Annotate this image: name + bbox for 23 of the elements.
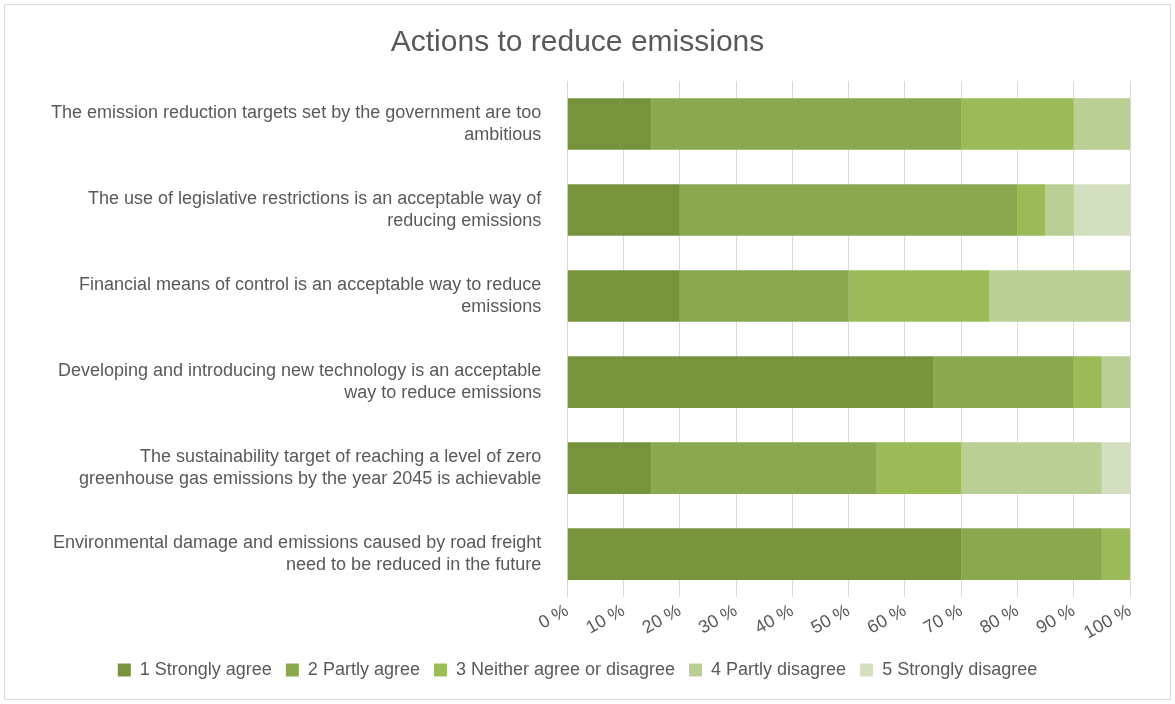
legend-label: 5 Strongly disagree bbox=[882, 658, 1038, 679]
x-tick-label: 10 % bbox=[582, 599, 628, 638]
x-tick-label: 90 % bbox=[1032, 599, 1079, 638]
legend-label: 1 Strongly agree bbox=[139, 658, 272, 679]
y-tick-label: Environmental damage and emissions caused by road freight need to be reduced in the future bbox=[52, 532, 542, 574]
y-tick-label: The sustainability target of reaching a level of zero greenhouse gas emissions by the year 2045 is achievable bbox=[78, 446, 542, 488]
x-tick-label: 60 % bbox=[863, 599, 910, 638]
x-tick-label: 70 % bbox=[920, 599, 966, 638]
x-tick-label: 40 % bbox=[751, 599, 797, 638]
y-tick-label: The emission reduction targets set by the government are too ambitious bbox=[51, 102, 542, 144]
y-tick-label: The use of legislative restrictions is an acceptable way of reducing emissions bbox=[88, 188, 543, 230]
x-tick-label: 100 % bbox=[1080, 599, 1135, 643]
y-tick-label: Developing and introducing new technology is an acceptable way to reduce emissions bbox=[57, 360, 542, 402]
legend-label: 4 Partly disagree bbox=[711, 658, 847, 679]
x-tick-label: 20 % bbox=[638, 599, 685, 638]
y-tick-label: Financial means of control is an acceptable way to reduce emissions bbox=[79, 274, 542, 316]
x-tick-label: 0 % bbox=[534, 599, 572, 633]
legend-label: 2 Partly agree bbox=[307, 658, 420, 679]
chart-title: Actions to reduce emissions bbox=[390, 24, 765, 58]
x-tick-label: 50 % bbox=[807, 599, 854, 638]
x-tick-label: 30 % bbox=[694, 599, 741, 638]
x-tick-label: 80 % bbox=[976, 599, 1022, 638]
legend-label: 3 Neither agree or disagree bbox=[455, 658, 676, 679]
